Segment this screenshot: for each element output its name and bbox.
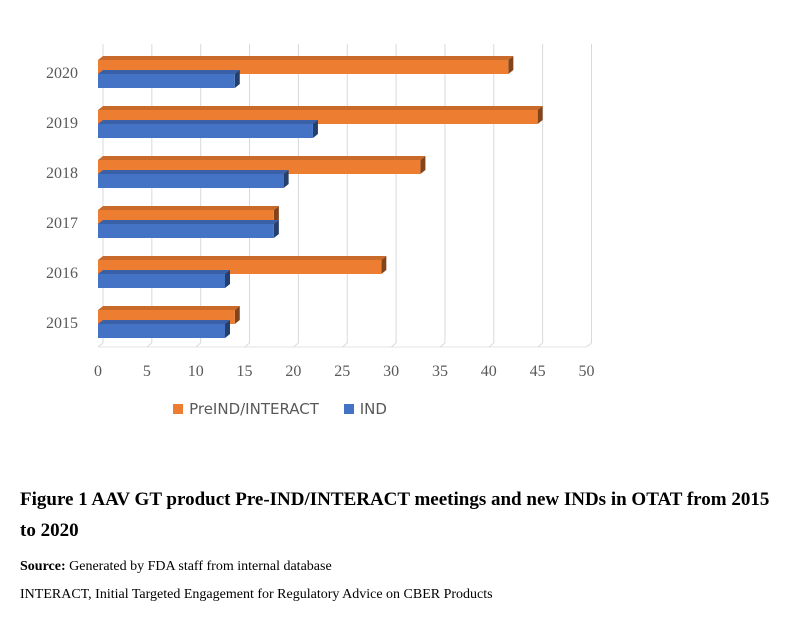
bar-end-face [283,170,289,188]
abbreviation-note: INTERACT, Initial Targeted Engagement fo… [20,587,493,602]
bar-top-face [98,220,279,224]
bar-top-face [98,56,514,60]
source-note: Source: Generated by FDA staff from inte… [20,559,332,575]
x-tick-label: 0 [94,363,102,380]
bar [98,120,318,138]
bar-top-face [98,206,279,210]
x-tick-label: 30 [383,363,399,380]
bar-end-face [537,106,543,124]
legend-label-preind: PreIND/INTERACT [189,400,319,418]
legend: PreIND/INTERACT IND [0,400,560,418]
x-axis-ticks: 0 5 10 15 20 25 30 35 40 45 50 [94,363,595,380]
bar-end-face [420,156,426,174]
bar-top-face [98,256,387,260]
bar-front-face [98,274,226,288]
gridline-depth [488,342,495,348]
source-label: Source: [20,559,66,574]
gridline-depth [390,342,397,348]
bar-end-face [225,320,231,338]
bar-end-face [234,306,240,324]
bar-end-face [225,270,231,288]
x-tick-label: 40 [481,363,497,380]
legend-swatch-preind [173,404,184,414]
bar-front-face [98,174,284,188]
bar-top-face [98,270,231,274]
x-tick-label: 5 [143,363,151,380]
grid-lines [97,44,592,348]
gridline-depth [293,342,299,348]
bar [98,320,231,338]
gridline-depth [537,342,543,348]
gridline-depth [146,342,153,348]
bar-end-face [234,70,240,88]
x-tick-label: 45 [530,363,546,380]
x-tick-label: 10 [188,363,204,380]
figure-caption: Figure 1 AAV GT product Pre-IND/INTERACT… [20,489,770,541]
x-tick-label: 35 [432,363,448,380]
x-tick-label: 15 [237,363,253,380]
bar-top-face [98,70,240,74]
gridline-depth [586,342,592,348]
y-tick-label: 2018 [46,165,78,182]
bar-chart: 2015 2016 2017 2018 2019 2020 0 5 10 15 20 25 30 35 4… [46,44,595,380]
gridline-depth [195,342,202,348]
x-tick-label: 25 [334,363,350,380]
y-tick-label: 2020 [46,65,78,82]
y-tick-label: 2019 [46,115,78,132]
bar-top-face [98,120,318,124]
bar-end-face [312,120,318,138]
bar-front-face [98,224,274,238]
y-tick-label: 2015 [46,315,78,332]
gridline-depth [97,342,104,348]
gridline-depth [341,342,348,348]
x-tick-label: 50 [579,363,595,380]
bar-top-face [98,320,231,324]
bar-front-face [98,74,235,88]
gridline-depth [244,342,250,348]
bars [98,56,543,338]
legend-label-ind: IND [359,400,387,418]
bar-front-face [98,124,313,138]
bar-end-face [381,256,387,274]
bar [98,270,231,288]
gridline-depth [439,342,446,348]
bar-top-face [98,306,240,310]
bar [98,170,289,188]
source-text: Generated by FDA staff from internal dat… [65,559,332,574]
legend-item-preind: PreIND/INTERACT [173,400,319,418]
bar-end-face [273,206,279,224]
bar-end-face [273,220,279,238]
y-tick-label: 2016 [46,265,78,282]
y-axis-ticks: 2015 2016 2017 2018 2019 2020 [46,65,78,332]
bar-top-face [98,170,289,174]
bar-front-face [98,324,226,338]
legend-swatch-ind [343,404,354,414]
y-tick-label: 2017 [46,215,78,232]
bar [98,220,279,238]
bar-top-face [98,106,543,110]
x-tick-label: 20 [285,363,301,380]
bar-top-face [98,156,426,160]
legend-item-ind: IND [343,400,387,418]
bar-end-face [508,56,514,74]
bar [98,70,240,88]
